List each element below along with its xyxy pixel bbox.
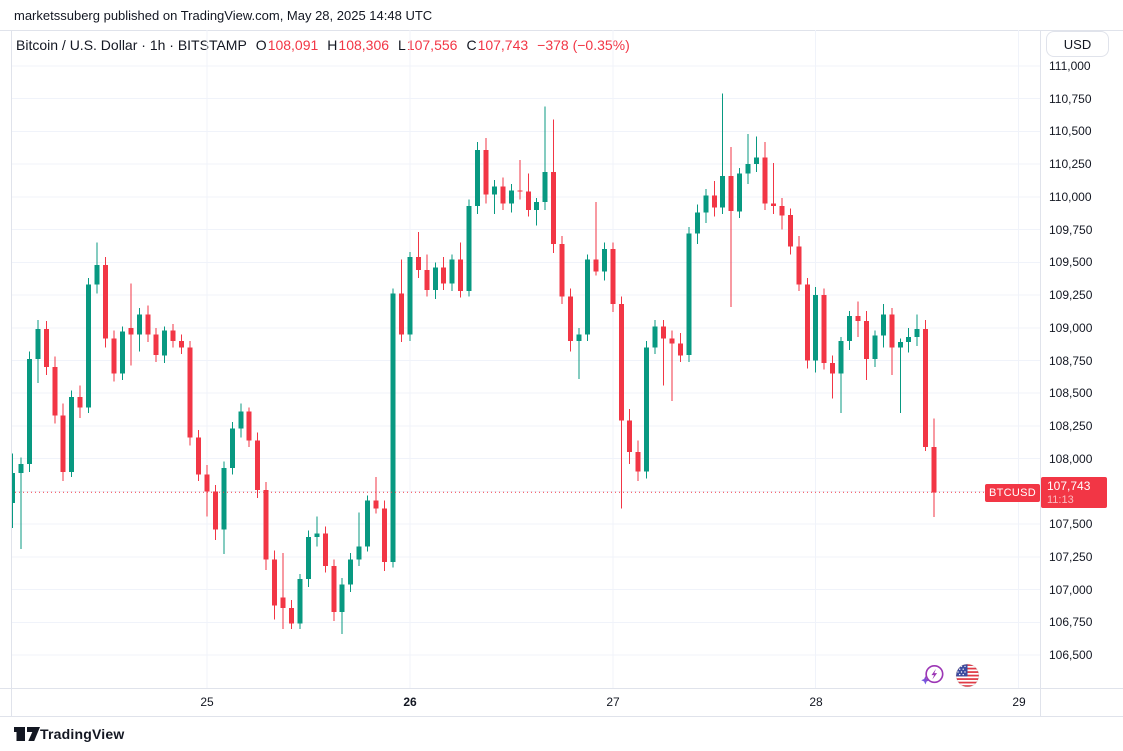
price-axis[interactable]: 111,000 110,750 110,500 110,250 110,000 109,7… xyxy=(1040,30,1123,688)
symbol-title: Bitcoin / U.S. Dollar · 1h · BITSTAMP xyxy=(16,37,247,53)
time-axis-label: 26 xyxy=(403,695,417,709)
price-axis-label: 108,500 xyxy=(1049,386,1093,400)
footer-divider xyxy=(0,716,1123,717)
ohlc-close: C 107,743 xyxy=(466,37,529,53)
symbol-price-flag: BTCUSD xyxy=(985,484,1040,502)
grid xyxy=(11,30,1040,688)
time-axis-border xyxy=(0,688,1123,689)
price-axis-label: 108,250 xyxy=(1049,419,1093,433)
price-axis-border xyxy=(1040,30,1041,716)
price-axis-label: 107,500 xyxy=(1049,517,1093,531)
time-axis-label: 25 xyxy=(200,695,214,709)
footer: TradingView xyxy=(0,717,1123,751)
bar-countdown: 11:13 xyxy=(1047,494,1074,506)
ohlc-low: L 107,556 xyxy=(398,37,458,53)
price-axis-label: 109,750 xyxy=(1049,223,1093,237)
current-price-value: 107,743 xyxy=(1047,479,1091,493)
header-divider xyxy=(0,30,1123,31)
ohlc-open: O 108,091 xyxy=(255,37,319,53)
price-axis-label: 108,000 xyxy=(1049,452,1093,466)
tradingview-wordmark[interactable]: TradingView xyxy=(40,726,125,742)
boost-flash-icon[interactable] xyxy=(920,663,945,688)
us-flag-icon xyxy=(955,663,980,688)
price-axis-label: 110,000 xyxy=(1049,190,1092,204)
tradingview-logo-icon[interactable] xyxy=(14,727,41,742)
price-axis-label: 111,000 xyxy=(1049,59,1091,73)
candlestick-chart[interactable] xyxy=(11,30,1040,688)
price-axis-label: 106,500 xyxy=(1049,648,1093,662)
current-price-label: 107,743 11:13 xyxy=(1041,477,1107,508)
time-axis-label: 27 xyxy=(606,695,620,709)
price-axis-label: 109,500 xyxy=(1049,255,1093,269)
price-axis-label: 106,750 xyxy=(1049,615,1093,629)
candles xyxy=(11,93,937,635)
attribution-text: marketssuberg published on TradingView.c… xyxy=(14,8,433,23)
price-axis-label: 109,250 xyxy=(1049,288,1093,302)
price-axis-label: 109,000 xyxy=(1049,321,1093,335)
ohlc-high: H 108,306 xyxy=(327,37,390,53)
price-axis-label: 108,750 xyxy=(1049,354,1093,368)
time-axis-label: 28 xyxy=(809,695,823,709)
price-change: −378 (−0.35%) xyxy=(537,37,630,53)
price-axis-label: 107,250 xyxy=(1049,550,1093,564)
price-axis-label: 110,250 xyxy=(1049,157,1092,171)
currency-button[interactable]: USD xyxy=(1046,31,1109,57)
price-axis-label: 110,750 xyxy=(1049,92,1092,106)
price-axis-label: 110,500 xyxy=(1049,124,1092,138)
pane-left-border xyxy=(11,30,12,716)
symbol-legend: Bitcoin / U.S. Dollar · 1h · BITSTAMP O … xyxy=(16,37,630,53)
time-axis-label: 29 xyxy=(1012,695,1026,709)
price-axis-label: 107,000 xyxy=(1049,583,1093,597)
time-axis[interactable]: 25 26 27 28 29 xyxy=(11,688,1040,716)
